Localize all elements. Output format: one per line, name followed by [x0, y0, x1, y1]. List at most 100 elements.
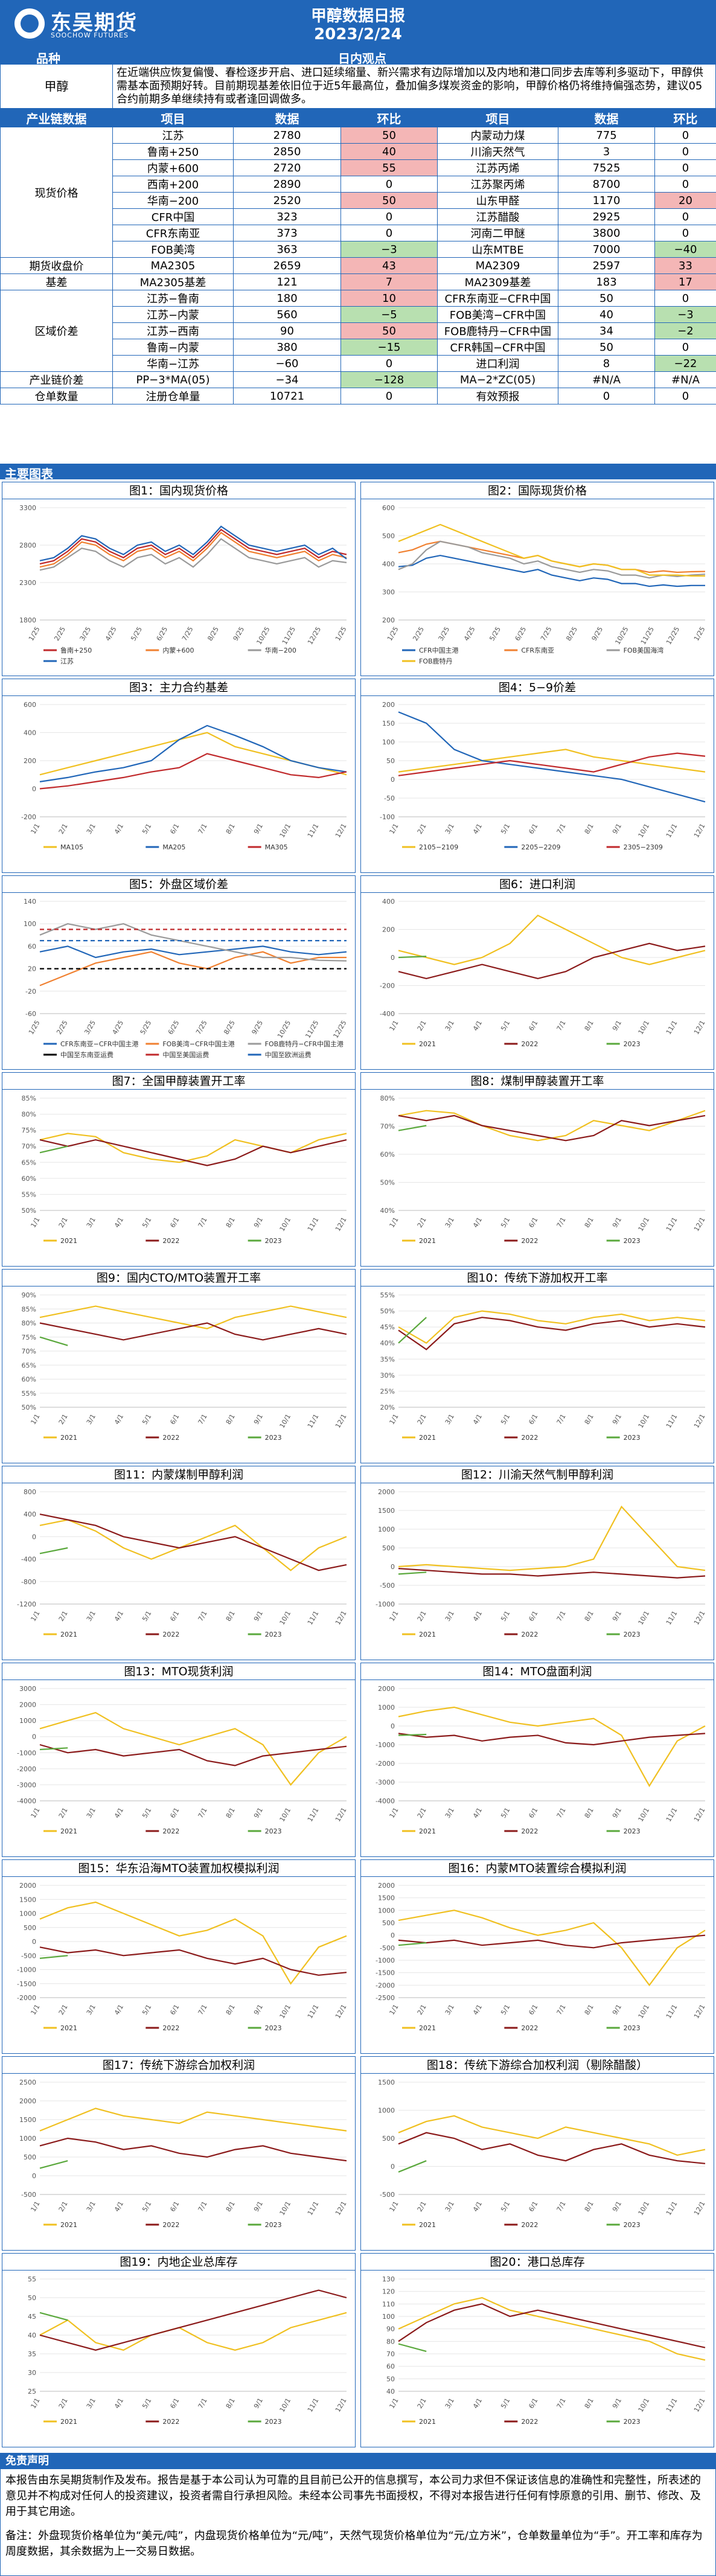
- disclaimer-text: 本报告由东吴期货制作及发布。报告是基于本公司认为可靠的且目前已公开的信息撰写，本…: [5, 2474, 701, 2518]
- x-tick-label: 8/1: [225, 2003, 237, 2016]
- value-cell: 2720: [233, 159, 341, 176]
- x-tick-label: 3/1: [444, 2200, 456, 2213]
- x-tick-label: 12/1: [334, 2003, 348, 2020]
- x-tick-label: 4/25: [462, 625, 477, 642]
- x-tick-label: 5/1: [141, 822, 153, 836]
- y-tick-label: 35%: [380, 1355, 395, 1363]
- chart-title: 图5：外盘区域价差: [2, 876, 355, 893]
- x-tick-label: 8/1: [583, 1216, 595, 1229]
- x-tick-label: 4/1: [113, 2397, 125, 2410]
- x-tick-label: 12/1: [692, 1019, 707, 1036]
- y-tick-label: -2000: [17, 1765, 36, 1773]
- y-tick-label: 60: [386, 2363, 395, 2371]
- x-tick-label: 7/1: [555, 1609, 567, 1623]
- y-tick-label: -4000: [376, 1797, 395, 1805]
- x-tick-label: 11/1: [665, 1609, 679, 1626]
- chart-svg: 200 300 400 500 600 1/25 2/25 3/25 4/25 5/25 6/25 7…: [382, 504, 707, 665]
- logo-cn: 东吴期货: [51, 11, 138, 35]
- y-tick-label: 140: [24, 898, 36, 906]
- x-tick-label: 7/25: [181, 625, 195, 642]
- legend-label: 2021: [419, 1040, 436, 1048]
- x-tick-label: 8/1: [583, 1806, 595, 1820]
- x-tick-label: 3/1: [85, 2003, 97, 2016]
- legend-label: 中国至东南亚运费: [60, 1051, 113, 1059]
- x-tick-label: 6/1: [527, 2200, 539, 2213]
- legend-label: 2022: [162, 2221, 179, 2229]
- chart-svg: 50% 55% 60% 65% 70% 75% 80% 85% 90% 1/1 2/1 3/1 4/1 5…: [22, 1291, 348, 1442]
- series-line-2: [398, 1942, 427, 1946]
- x-tick-label: 3/1: [444, 1019, 456, 1032]
- x-tick-label: 10/1: [278, 2397, 293, 2414]
- chart-panel-4: 图4：5−9价差 -100 -50 0 50 100 150 200 1/1 2/1 3/1 4/1 5…: [360, 679, 714, 873]
- x-tick-label: 10/25: [276, 1019, 292, 1040]
- legend-label: FOB美国海湾: [624, 646, 664, 654]
- y-tick-label: -100: [380, 813, 395, 821]
- item-cell: FOB美湾: [112, 241, 234, 258]
- x-tick-label: 10/1: [278, 2003, 293, 2020]
- chart-title: 图18：传统下游综合加权利润（剔除醋酸）: [361, 2057, 714, 2074]
- x-tick-label: 1/1: [29, 1216, 41, 1229]
- change-cell: 0: [654, 208, 716, 225]
- x-tick-label: 6/25: [514, 625, 528, 642]
- change-cell: 0: [654, 339, 716, 356]
- y-tick-label: 60%: [22, 1175, 36, 1183]
- value-cell: 7000: [558, 241, 655, 258]
- legend-label: 2022: [521, 2024, 538, 2032]
- table-row: 仓单数量 注册仓单量 10721 0 有效预报 0 0: [0, 388, 716, 404]
- x-tick-label: 11/1: [306, 1806, 321, 1823]
- y-tick-label: 110: [382, 2300, 395, 2308]
- y-tick-label: 45: [28, 2313, 36, 2321]
- change-cell: 20: [654, 192, 716, 209]
- chart-title: 图4：5−9价差: [361, 679, 714, 696]
- x-tick-label: 8/1: [583, 2003, 595, 2016]
- y-tick-label: 0: [391, 954, 395, 962]
- x-tick-label: 4/1: [471, 2200, 484, 2213]
- y-tick-label: 100: [382, 738, 395, 746]
- legend-label: 2021: [60, 2418, 77, 2426]
- x-tick-label: 1/25: [27, 625, 42, 642]
- series-line-0: [398, 1706, 706, 1788]
- value-cell: 3800: [558, 225, 655, 241]
- legend-label: MA105: [60, 843, 83, 851]
- series-line-2: [398, 1733, 427, 1736]
- x-tick-label: 1/1: [388, 1413, 400, 1426]
- x-tick-label: 7/1: [197, 2397, 209, 2410]
- series-line-0: [398, 1505, 706, 1571]
- legend-label: FOB鹿特丹: [419, 657, 453, 665]
- y-tick-label: 400: [24, 1510, 36, 1518]
- chart-svg: -100 -50 0 50 100 150 200 1/1 2/1 3/1 4/1 5/1 6/1 7/1…: [380, 701, 707, 851]
- y-tick-label: 50%: [22, 1207, 36, 1215]
- x-tick-label: 5/1: [499, 1806, 511, 1820]
- x-tick-label: 4/1: [471, 2003, 484, 2016]
- chart-svg: -4000 -3000 -2000 -1000 0 1000 2000 1/1 2/1 3/1 4/…: [376, 1685, 707, 1835]
- value-cell: 7525: [558, 159, 655, 176]
- x-tick-label: 11/1: [306, 822, 321, 839]
- change-cell: 7: [340, 273, 438, 290]
- item-cell: 注册仓单量: [112, 388, 234, 404]
- y-tick-label: 200: [382, 616, 395, 624]
- y-tick-label: 70: [386, 2350, 395, 2358]
- legend-label: FOB美湾−CFR中国主港: [162, 1040, 234, 1048]
- change-cell: 0: [654, 290, 716, 307]
- y-tick-label: 40: [386, 2388, 395, 2395]
- legend-label: 2021: [60, 2024, 77, 2032]
- x-tick-label: 8/1: [225, 1216, 237, 1229]
- y-tick-label: 130: [382, 2275, 395, 2283]
- chart-svg: 25 30 35 40 45 50 55 1/1 2/1 3/1 4/1 5/1 6/1 7/1 8/1 9/…: [28, 2275, 348, 2426]
- item-cell: 江苏: [112, 127, 234, 144]
- x-tick-label: 4/1: [113, 1413, 125, 1426]
- series-line-2: [39, 1336, 68, 1346]
- x-tick-label: 1/25: [334, 625, 348, 642]
- value-cell: 50: [558, 339, 655, 356]
- x-tick-label: 1/1: [29, 2003, 41, 2016]
- series-line-2: [39, 923, 347, 962]
- chart-svg: 40 50 60 70 80 90 100 110 120 130 1/1 2/1 3/1 4/1 5/1 6…: [382, 2275, 707, 2426]
- table-header-cell: 项目: [112, 109, 234, 127]
- item-cell: MA2309: [437, 257, 558, 274]
- item-cell: 河南二甲醚: [437, 225, 558, 241]
- x-tick-label: 8/1: [583, 1413, 595, 1426]
- y-tick-label: 50: [386, 2375, 395, 2383]
- x-tick-label: 6/1: [527, 2397, 539, 2410]
- x-tick-label: 9/1: [252, 2003, 264, 2016]
- x-tick-label: 8/1: [225, 1413, 237, 1426]
